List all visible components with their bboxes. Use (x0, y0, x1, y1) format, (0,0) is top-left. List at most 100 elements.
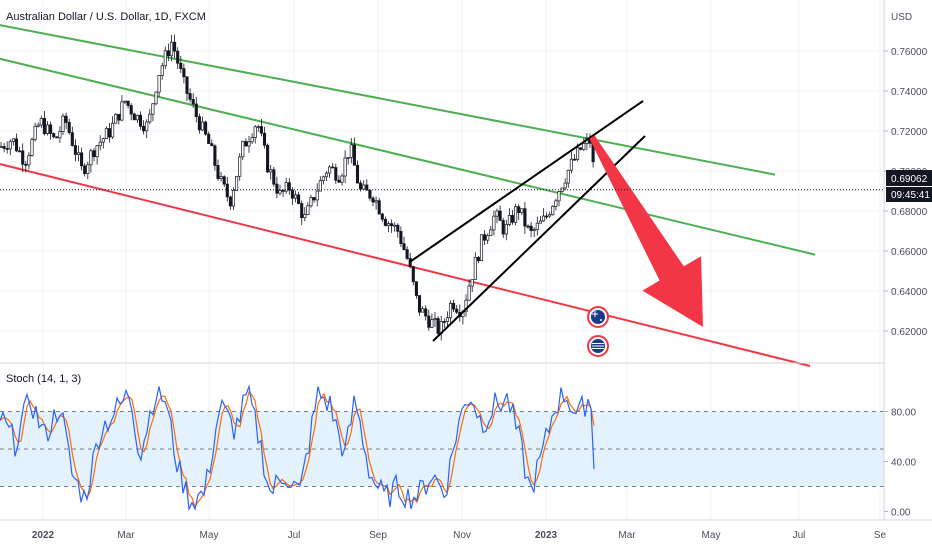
candle (42, 110, 46, 136)
candle (340, 173, 344, 186)
currency-label: USD (891, 12, 912, 23)
channel-line[interactable] (0, 56, 816, 256)
candle (86, 161, 90, 180)
candle (275, 176, 279, 199)
candle (272, 166, 276, 187)
candle (495, 208, 499, 224)
candle (132, 112, 136, 121)
candle (207, 131, 211, 144)
time-tick-label: Nov (453, 530, 471, 541)
candle (284, 177, 288, 194)
candle (185, 76, 189, 102)
time-axis-ticks[interactable]: 2022 Mar May Jul Sep Nov 2023 Mar May Jul Se (32, 530, 887, 541)
candle (160, 62, 164, 80)
wedge-line[interactable] (409, 100, 644, 263)
candle (176, 47, 180, 69)
candle (582, 138, 586, 151)
candle (76, 145, 81, 162)
candle (27, 152, 31, 170)
channel-line[interactable] (0, 23, 776, 176)
event-badges[interactable] (587, 306, 609, 357)
candle (507, 208, 511, 227)
candle (250, 133, 254, 145)
candle (73, 139, 77, 162)
candle (470, 279, 474, 293)
candle (83, 163, 87, 177)
price-tick-label: 0.62000 (891, 327, 928, 338)
candle (315, 183, 319, 207)
candle (21, 143, 25, 173)
candle (343, 150, 347, 183)
candle (95, 144, 99, 165)
candle (569, 151, 573, 174)
candle (45, 121, 50, 136)
candle (210, 139, 214, 147)
stochastic-label[interactable]: Stoch (14, 1, 3) (6, 373, 81, 385)
candle (548, 211, 552, 219)
candle (411, 265, 415, 286)
time-tick-label: Se (874, 530, 887, 541)
candle (318, 176, 322, 192)
candle (70, 126, 74, 147)
candle (473, 252, 477, 280)
candle (535, 216, 539, 236)
candle (5, 141, 9, 154)
candle (266, 143, 270, 174)
countdown-box (886, 187, 932, 202)
candle (520, 208, 524, 216)
time-tick-label: Mar (618, 530, 636, 541)
channel-line[interactable] (0, 162, 811, 367)
candle (393, 222, 397, 232)
candle (455, 304, 459, 315)
candle (529, 221, 533, 238)
candle (448, 300, 453, 323)
candle (256, 124, 260, 132)
candle (287, 178, 291, 195)
candle (163, 46, 167, 70)
candle (191, 93, 195, 109)
candle (538, 216, 542, 224)
price-tick-label: 0.66000 (891, 247, 928, 258)
candle (169, 34, 174, 62)
candle (430, 313, 434, 329)
candle (49, 121, 53, 140)
candle (259, 118, 263, 137)
candle (104, 126, 108, 139)
price-tick-label: 0.74000 (891, 87, 928, 98)
candle (352, 137, 356, 166)
candle (204, 120, 208, 136)
candle (433, 312, 437, 328)
candle (247, 135, 251, 153)
candle (390, 219, 394, 233)
candle (58, 126, 62, 144)
candle (98, 135, 102, 151)
trend-channel-lines[interactable] (0, 23, 816, 367)
candle (151, 103, 155, 122)
forecast-arrow-shape[interactable] (589, 135, 703, 328)
candle (166, 43, 170, 62)
candle (452, 299, 456, 313)
candle (303, 207, 307, 222)
candle (383, 216, 387, 227)
candle (321, 175, 325, 185)
candle (399, 226, 403, 248)
candle (554, 198, 558, 211)
candle (238, 153, 242, 181)
chart-title: Australian Dollar / U.S. Dollar, 1D, FXC… (6, 11, 206, 23)
candle (225, 176, 229, 202)
forecast-arrow[interactable] (589, 135, 703, 328)
candle (142, 120, 146, 135)
candle (386, 221, 391, 233)
australia-flag-icon[interactable] (587, 306, 609, 328)
candle (346, 157, 350, 165)
candle (297, 191, 301, 205)
candle (374, 196, 378, 210)
candle (402, 236, 406, 251)
candle (101, 137, 105, 149)
candle (526, 224, 530, 229)
candle (464, 294, 468, 317)
us-flag-icon[interactable] (587, 335, 609, 357)
time-tick-label: Jul (793, 530, 806, 541)
candle (371, 196, 375, 207)
